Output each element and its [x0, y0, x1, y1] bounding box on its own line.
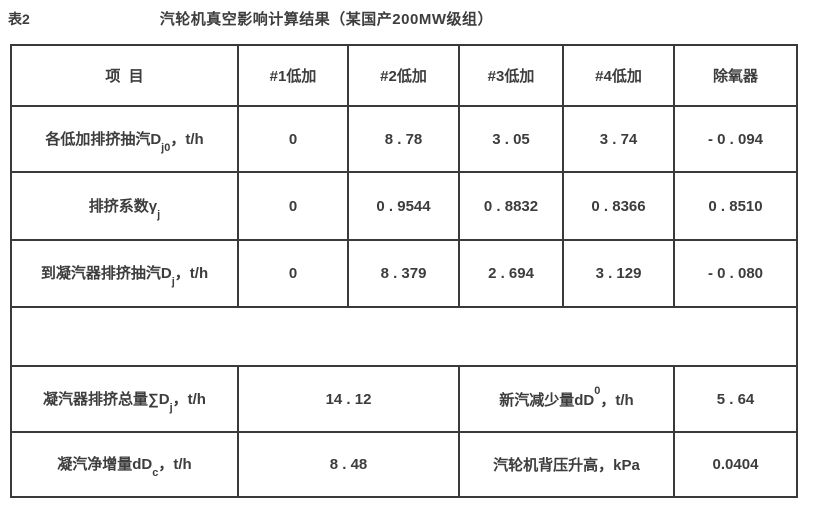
label-text: 凝汽净增量dD	[57, 456, 153, 473]
label-subscript: j	[171, 276, 175, 288]
label-subscript: c	[152, 467, 159, 479]
label-text: 到凝汽器排挤抽汽D	[40, 265, 172, 282]
label-unit: ，t/h	[174, 265, 209, 282]
label-subscript: j0	[161, 141, 171, 154]
summary-label-backpressure-rise: 汽轮机背压升高，kPa	[458, 431, 675, 498]
label-subscript: j	[157, 208, 161, 221]
header-lp-heater-4: #4低加	[562, 44, 675, 107]
summary-value-total-displaced: 14 . 12	[237, 365, 460, 433]
label-text: 新汽减少量dD	[499, 391, 595, 409]
label-unit: ，t/h	[600, 391, 634, 409]
summary-value-backpressure-rise: 0.0404	[673, 431, 798, 498]
row-label-displacement-coefficient: 排挤系数γj	[10, 171, 239, 241]
cell-value: 0 . 9544	[347, 171, 460, 241]
header-lp-heater-3: #3低加	[458, 44, 564, 107]
summary-label-net-condensate-increase: 凝汽净增量dDc，t/h	[10, 431, 239, 498]
header-item-column: 项 目	[10, 44, 239, 107]
summary-value-new-steam-reduction: 5 . 64	[673, 365, 798, 433]
row-label-extraction-to-condenser: 到凝汽器排挤抽汽Dj，t/h	[10, 239, 239, 308]
summary-value-net-condensate-increase: 8 . 48	[237, 431, 460, 498]
label-subscript: j	[169, 401, 173, 414]
row-label-displaced-extraction: 各低加排挤抽汽Dj0，t/h	[10, 105, 239, 173]
empty-cell	[10, 306, 798, 367]
summary-label-total-displaced: 凝汽器排挤总量∑Dj，t/h	[10, 365, 239, 433]
cell-value: - 0 . 094	[673, 105, 798, 173]
label-unit: ，t/h	[172, 390, 206, 408]
cell-value: 2 . 694	[458, 239, 564, 308]
label-unit: ，t/h	[170, 130, 204, 148]
summary-label-new-steam-reduction: 新汽减少量dD0，t/h	[458, 365, 675, 433]
table-row: 到凝汽器排挤抽汽Dj，t/h 0 8 . 379 2 . 694 3 . 129…	[10, 239, 798, 308]
cell-value: 0	[237, 239, 349, 308]
header-deaerator: 除氧器	[673, 44, 798, 107]
label-text: 凝汽器排挤总量∑D	[43, 390, 170, 408]
cell-value: 0	[237, 171, 349, 241]
label-text: 各低加排挤抽汽D	[45, 130, 162, 148]
summary-row: 凝汽净增量dDc，t/h 8 . 48 汽轮机背压升高，kPa 0.0404	[10, 431, 798, 498]
cell-value: 0 . 8510	[673, 171, 798, 241]
table-number: 表2	[8, 11, 30, 27]
label-unit: ，t/h	[158, 456, 192, 473]
page-title: 汽轮机真空影响计算结果（某国产200MW级组）	[159, 11, 493, 28]
label-text: 汽轮机背压升高，kPa	[493, 457, 640, 474]
label-superscript: 0	[594, 384, 601, 397]
cell-value: 0 . 8366	[562, 171, 675, 241]
cell-value: - 0 . 080	[673, 239, 798, 308]
table-caption: 表2 汽轮机真空影响计算结果（某国产200MW级组）	[8, 8, 808, 29]
cell-value: 3 . 05	[458, 105, 564, 173]
cell-value: 8 . 78	[347, 105, 460, 173]
table-row: 排挤系数γj 0 0 . 9544 0 . 8832 0 . 8366 0 . …	[10, 171, 798, 241]
cell-value: 8 . 379	[347, 239, 460, 308]
empty-spacer-row	[10, 306, 798, 367]
cell-value: 3 . 74	[562, 105, 675, 173]
table-header-row: 项 目 #1低加 #2低加 #3低加 #4低加 除氧器	[10, 44, 798, 107]
calculation-results-table: 项 目 #1低加 #2低加 #3低加 #4低加 除氧器 各低加排挤抽汽Dj0，t…	[10, 44, 798, 498]
table-row: 各低加排挤抽汽Dj0，t/h 0 8 . 78 3 . 05 3 . 74 - …	[10, 105, 798, 173]
header-lp-heater-1: #1低加	[237, 44, 349, 107]
summary-row: 凝汽器排挤总量∑Dj，t/h 14 . 12 新汽减少量dD0，t/h 5 . …	[10, 365, 798, 433]
cell-value: 3 . 129	[562, 239, 675, 308]
header-lp-heater-2: #2低加	[347, 44, 460, 107]
cell-value: 0	[237, 105, 349, 173]
cell-value: 0 . 8832	[458, 171, 564, 241]
label-text: 排挤系数γ	[88, 197, 158, 215]
